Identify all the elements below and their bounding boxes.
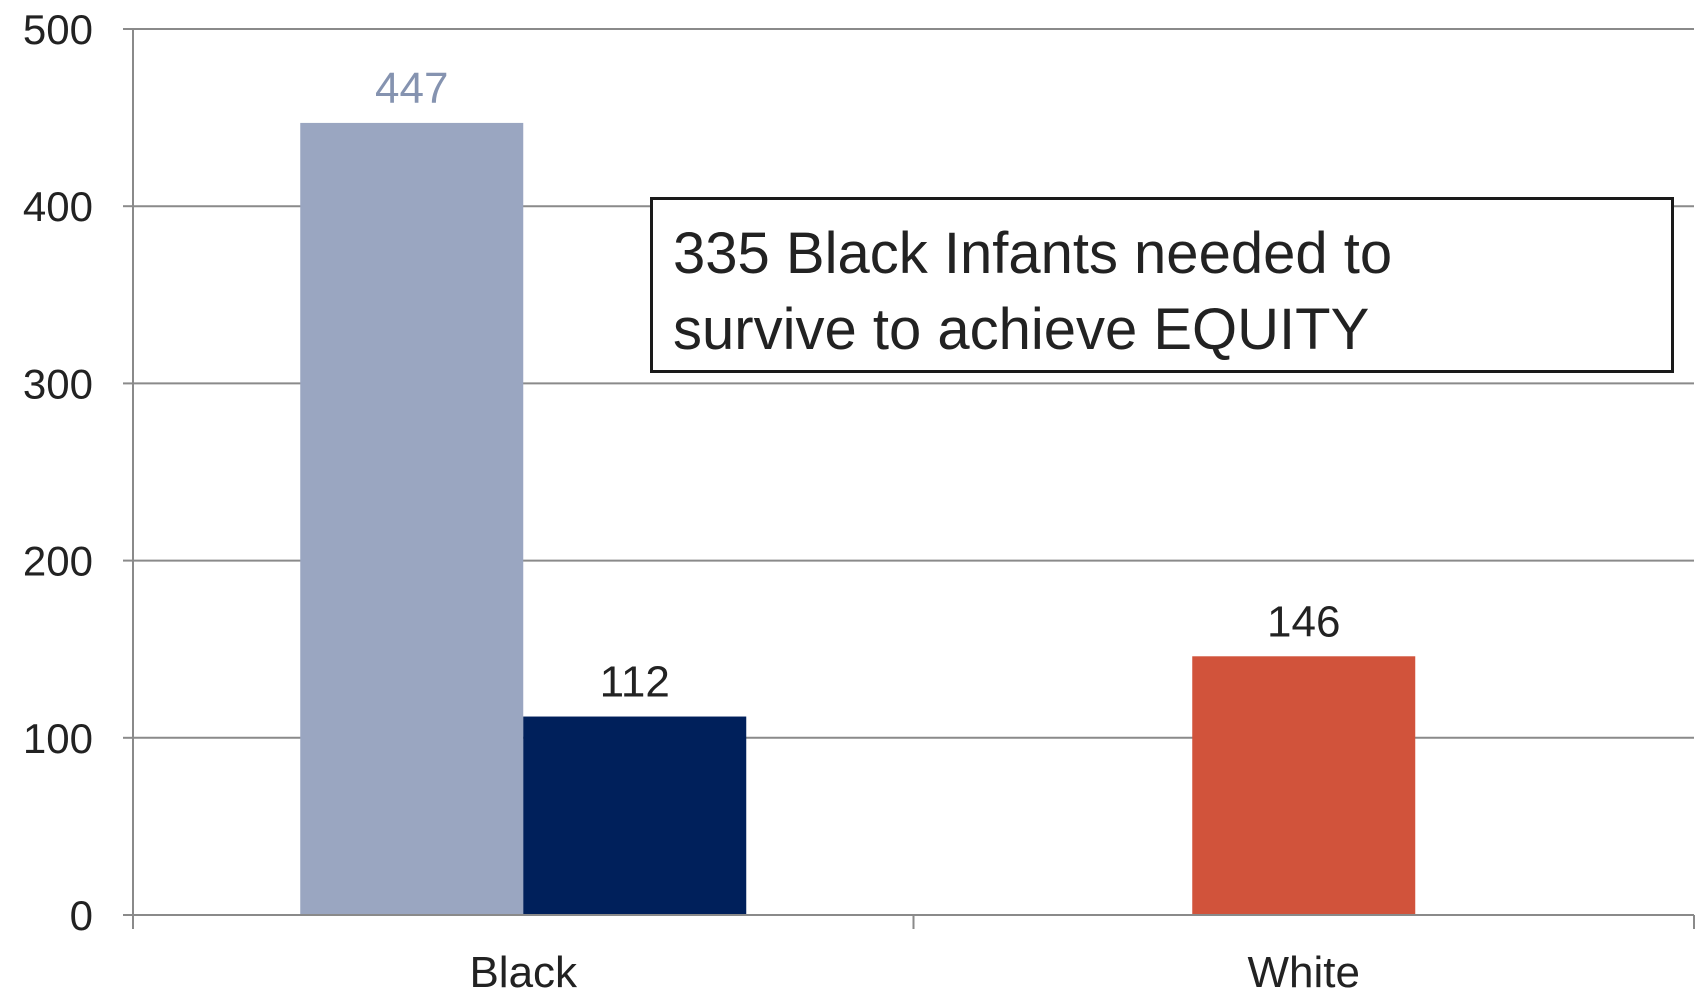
y-tick-label-300: 300 [23, 360, 93, 407]
data-label-black-0: 447 [375, 64, 448, 113]
axes [123, 28, 1695, 929]
x-category-label-black: Black [469, 948, 578, 991]
bar-black-1 [523, 716, 747, 915]
annotation-line-1: 335 Black Infants needed to [673, 221, 1393, 286]
y-tick-label-0: 0 [70, 892, 93, 939]
labels: 0 100 200 300 400 500 447 112 Black 146 White [23, 6, 1360, 991]
bar-white-2 [1192, 656, 1416, 915]
x-category-label-white: White [1248, 948, 1360, 991]
y-tick-label-400: 400 [23, 183, 93, 230]
y-tick-label-500: 500 [23, 6, 93, 53]
data-label-white-2: 146 [1267, 597, 1340, 646]
annotation-line-2: survive to achieve EQUITY [673, 297, 1370, 362]
bars [300, 122, 1416, 915]
equity-annotation-box: 335 Black Infants needed to survive to a… [650, 197, 1674, 373]
bar-black-0 [300, 122, 524, 915]
data-label-black-1: 112 [600, 658, 670, 707]
y-tick-label-200: 200 [23, 538, 93, 585]
y-tick-label-100: 100 [23, 715, 93, 762]
